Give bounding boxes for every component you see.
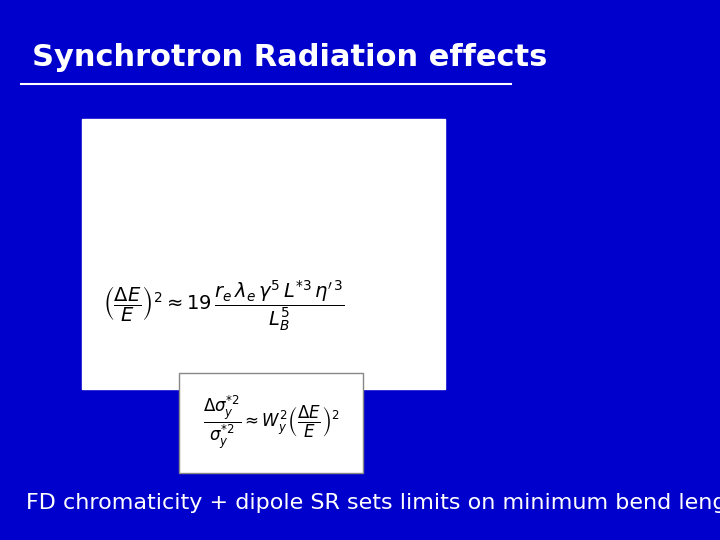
Text: $\dfrac{\Delta\sigma_y^{*2}}{\sigma_y^{*2}} \approx W_y^2 \left(\dfrac{\Delta E}: $\dfrac{\Delta\sigma_y^{*2}}{\sigma_y^{*… — [203, 394, 339, 451]
Text: $\left(\dfrac{\Delta E}{E}\right)^{2} \approx 19 \, \dfrac{r_e \, \lambda_e \, \: $\left(\dfrac{\Delta E}{E}\right)^{2} \a… — [103, 278, 345, 333]
Text: FD chromaticity + dipole SR sets limits on minimum bend length: FD chromaticity + dipole SR sets limits … — [27, 493, 720, 514]
FancyBboxPatch shape — [179, 373, 364, 472]
FancyBboxPatch shape — [81, 119, 445, 389]
Text: Synchrotron Radiation effects: Synchrotron Radiation effects — [32, 43, 547, 72]
